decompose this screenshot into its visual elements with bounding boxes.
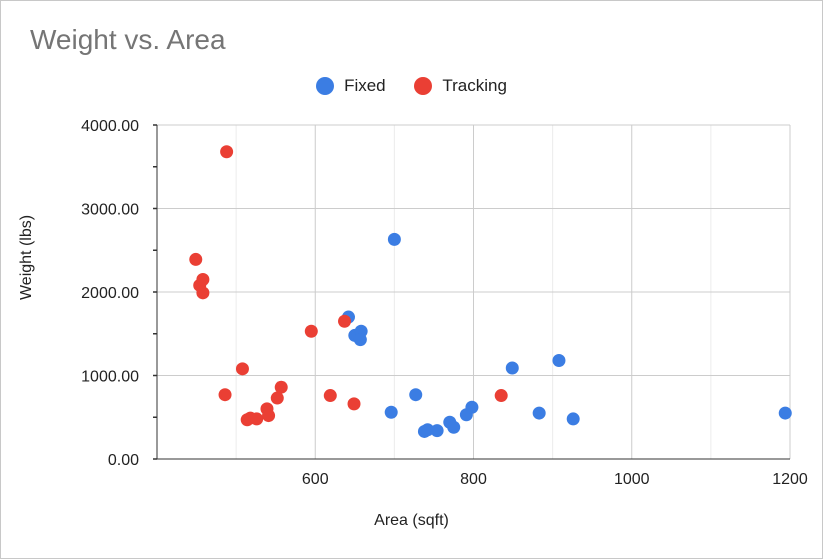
data-point-tracking xyxy=(494,389,508,403)
x-tick-label: 1000 xyxy=(614,471,650,488)
data-point-tracking xyxy=(262,409,276,423)
x-tick-label: 800 xyxy=(460,471,487,488)
data-point-tracking xyxy=(323,389,337,403)
data-point-fixed xyxy=(447,420,461,434)
x-axis-label: Area (sqft) xyxy=(374,512,449,529)
chart-title: Weight vs. Area xyxy=(30,24,226,55)
data-point-tracking xyxy=(220,145,234,159)
data-point-fixed xyxy=(387,232,401,246)
x-tick-label: 1200 xyxy=(772,471,808,488)
y-tick-label: 0.00 xyxy=(108,452,139,469)
data-point-fixed xyxy=(552,353,566,367)
data-point-tracking xyxy=(304,324,318,338)
y-tick-label: 2000.00 xyxy=(81,285,139,302)
y-tick-label: 4000.00 xyxy=(81,118,139,135)
legend-dot-tracking xyxy=(414,77,433,95)
legend-label-fixed: Fixed xyxy=(344,76,386,95)
data-point-tracking xyxy=(347,397,361,411)
y-axis-label: Weight (lbs) xyxy=(18,214,35,300)
data-point-fixed xyxy=(532,406,546,420)
data-point-tracking xyxy=(338,314,352,328)
x-tick-label: 600 xyxy=(302,471,329,488)
data-point-tracking xyxy=(196,286,210,300)
y-tick-label: 1000.00 xyxy=(81,369,139,386)
data-point-tracking xyxy=(218,388,232,402)
data-point-tracking xyxy=(274,380,288,394)
data-point-fixed xyxy=(566,412,580,426)
data-point-tracking xyxy=(189,252,203,266)
legend-item-tracking[interactable]: Tracking xyxy=(414,76,507,96)
data-point-fixed xyxy=(778,406,792,420)
data-point-tracking xyxy=(235,362,249,376)
data-point-tracking xyxy=(270,391,284,405)
legend-dot-fixed xyxy=(316,77,335,95)
data-point-fixed xyxy=(353,333,367,347)
y-tick-label: 3000.00 xyxy=(81,202,139,219)
data-point-fixed xyxy=(505,361,519,375)
data-point-fixed xyxy=(465,400,479,414)
data-point-fixed xyxy=(430,424,444,438)
data-point-tracking xyxy=(196,272,210,286)
legend-label-tracking: Tracking xyxy=(442,76,507,95)
data-point-fixed xyxy=(421,423,435,437)
data-point-fixed xyxy=(409,388,423,402)
data-point-tracking xyxy=(250,412,264,426)
legend: Fixed Tracking xyxy=(0,76,823,100)
data-point-fixed xyxy=(384,405,398,419)
legend-item-fixed[interactable]: Fixed xyxy=(316,76,386,96)
